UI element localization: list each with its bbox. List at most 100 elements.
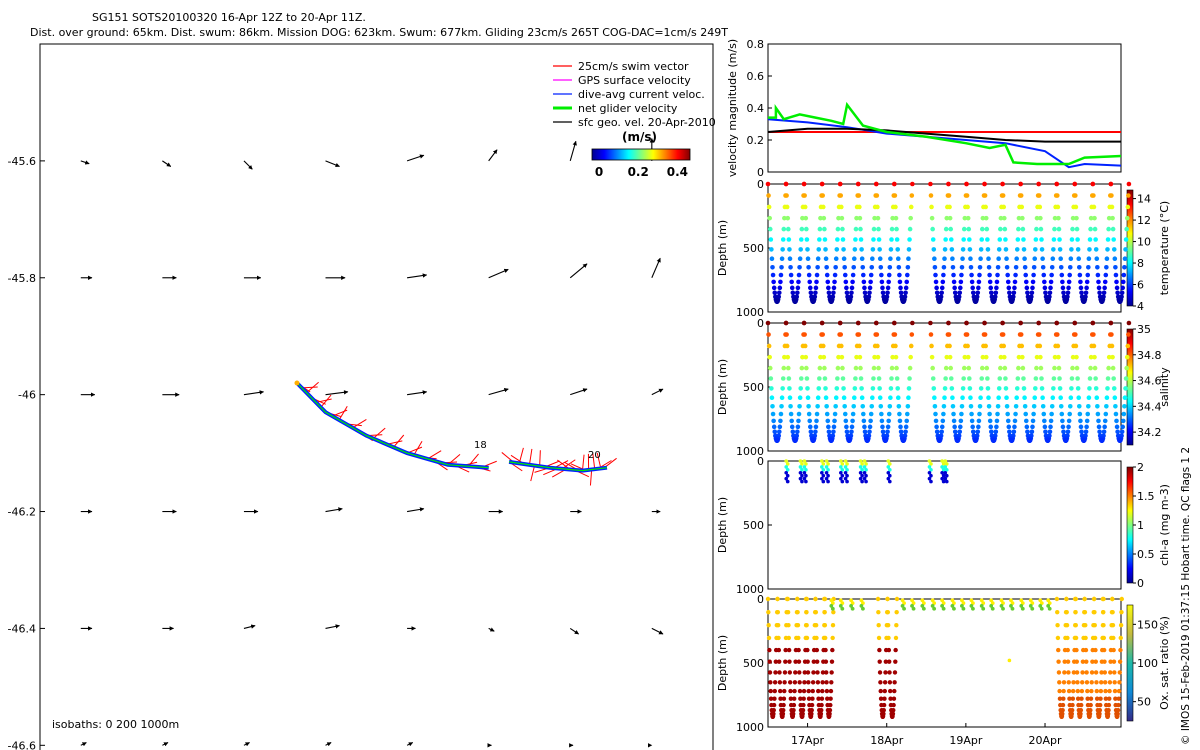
data-point — [766, 623, 771, 628]
data-point — [1067, 411, 1073, 417]
data-point — [1072, 596, 1078, 602]
data-point — [976, 424, 981, 430]
velocity-series-line — [767, 127, 1121, 143]
data-point — [1126, 320, 1132, 326]
colorbar-tick-label: 0 — [1137, 577, 1144, 590]
data-point — [795, 285, 801, 291]
colorbar-tick-label: 50 — [1137, 696, 1151, 709]
data-point — [788, 688, 793, 694]
data-point — [965, 343, 970, 349]
data-point — [766, 343, 772, 349]
sfc-vector — [325, 624, 340, 629]
data-point — [805, 647, 810, 653]
data-point — [824, 264, 829, 270]
swim-vector — [539, 450, 541, 467]
data-point — [1068, 714, 1074, 719]
data-point — [882, 299, 888, 305]
data-point — [979, 365, 985, 371]
data-point — [929, 354, 935, 360]
data-point — [823, 647, 828, 653]
data-point — [1107, 680, 1113, 685]
data-point — [877, 256, 883, 262]
data-point — [861, 411, 866, 417]
data-point — [862, 285, 867, 291]
data-point — [1064, 609, 1069, 615]
data-point — [841, 386, 846, 391]
colorbar-title: (m/s) — [622, 130, 657, 144]
data-point — [862, 429, 868, 435]
data-point — [888, 468, 892, 472]
data-point — [1000, 193, 1006, 198]
data-point — [1029, 429, 1035, 435]
sfc-vector — [488, 149, 498, 162]
data-point — [907, 226, 913, 232]
net-glider-velocity — [509, 461, 608, 472]
data-point — [768, 696, 774, 701]
data-point — [858, 470, 863, 475]
data-point — [1115, 429, 1120, 435]
sfc-vector — [406, 154, 425, 162]
data-point — [822, 365, 827, 371]
data-point — [1075, 386, 1081, 391]
data-point — [1084, 670, 1089, 675]
data-point — [817, 365, 823, 371]
data-point — [829, 670, 834, 675]
data-point — [851, 403, 857, 409]
data-point — [859, 395, 865, 401]
data-point — [964, 193, 970, 198]
data-point — [804, 365, 809, 371]
data-point — [779, 403, 784, 409]
data-point — [796, 635, 801, 641]
data-point — [861, 272, 866, 278]
data-point — [792, 438, 798, 444]
data-point — [1011, 290, 1017, 296]
data-point — [797, 395, 803, 401]
data-point — [1108, 181, 1114, 187]
data-point — [885, 623, 891, 628]
data-point — [790, 290, 796, 296]
data-point — [1094, 256, 1100, 262]
data-point — [835, 226, 841, 232]
colorbar-tick-label: 0 — [595, 165, 603, 179]
data-point — [798, 696, 803, 701]
data-point — [789, 285, 795, 291]
data-point — [1005, 279, 1011, 285]
velocity-ylabel: velocity magnitude (m/s) — [726, 39, 739, 177]
data-point — [839, 343, 844, 349]
data-point — [961, 601, 966, 605]
data-point — [1068, 256, 1074, 262]
data-point — [1015, 237, 1021, 242]
data-point — [876, 376, 882, 381]
data-point — [860, 601, 865, 605]
data-point — [1038, 215, 1043, 221]
section-ytick-label: 1000 — [736, 721, 764, 734]
data-point — [776, 635, 781, 641]
data-point — [870, 386, 876, 391]
data-point — [908, 354, 913, 360]
data-point — [797, 256, 803, 262]
data-point — [786, 647, 792, 653]
data-point — [844, 424, 849, 430]
data-point — [1087, 386, 1092, 391]
data-point — [862, 476, 867, 481]
colorbar-tick-label: 0.2 — [628, 165, 649, 179]
data-point — [1070, 226, 1075, 232]
data-point — [894, 365, 899, 371]
data-point — [770, 264, 775, 270]
data-point — [888, 247, 894, 252]
data-point — [1075, 688, 1081, 694]
data-point — [766, 204, 772, 210]
data-point — [825, 418, 831, 424]
data-point — [1070, 696, 1076, 701]
data-point — [1122, 395, 1128, 401]
data-point — [780, 247, 785, 252]
data-point — [1051, 376, 1057, 381]
data-point — [920, 598, 925, 603]
data-point — [804, 462, 808, 466]
data-point — [776, 429, 782, 435]
data-point — [1032, 256, 1038, 262]
data-point — [898, 424, 903, 430]
data-point — [1023, 279, 1029, 285]
data-point — [1022, 256, 1027, 262]
data-point — [1070, 702, 1075, 708]
